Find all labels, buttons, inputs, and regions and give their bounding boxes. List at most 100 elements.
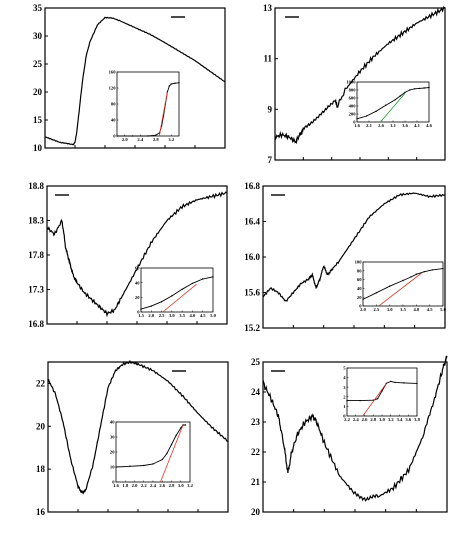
inset-data-point [385, 104, 387, 106]
inset-data-point [413, 88, 416, 90]
inset-x-tick-label: 4.6 [426, 123, 432, 128]
inset-x-tick-label: 3.2 [168, 137, 174, 142]
inset-y-tick-label: 160 [109, 70, 117, 75]
inset-y-tick-label: 800 [349, 88, 357, 93]
inset-y-tick-label: 20 [357, 295, 362, 300]
inset-data-point [403, 382, 405, 384]
inset-y-tick-label: 0 [112, 480, 115, 485]
inset-y-tick-label: 200 [349, 112, 357, 117]
inset-y-tick-label: 120 [109, 86, 117, 91]
y-tick-label: 18.8 [28, 181, 44, 191]
inset-y-tick-label: 0 [359, 304, 362, 309]
inset-x-tick-label: 5.0 [210, 313, 216, 318]
inset-fit-line [160, 424, 184, 483]
chart-panel-1: 10 15 20 25 30 35 2.0 2.4 2.8 3.2 0 40 80 120 160 [33, 3, 226, 153]
y-tick-label: 11 [263, 54, 272, 64]
inset-data-point [423, 87, 425, 89]
inset-data-point [394, 381, 396, 384]
inset-fit-line [162, 283, 197, 313]
inset-plot: 2.0 2.4 2.8 3.2 0 40 80 120 160 [109, 70, 180, 142]
inset-data-point [410, 276, 412, 278]
inset-x-tick-label: 2.8 [169, 483, 175, 488]
inset-y-tick-label: 100 [355, 260, 363, 265]
inset-x-tick-label: 4.5 [427, 307, 433, 312]
inset-data-point [346, 399, 348, 402]
inset-x-tick-label: 1.5 [138, 313, 144, 318]
inset-frame [140, 267, 214, 313]
y-tick-label: 21 [251, 477, 261, 487]
y-tick-label: 25 [33, 59, 43, 69]
inset-data-point [359, 399, 361, 402]
inset-y-tick-label: 20 [135, 295, 140, 300]
inset-data-point [143, 464, 145, 467]
inset-x-tick-label: 2.0 [132, 483, 138, 488]
y-tick-label: 35 [33, 3, 43, 13]
inset-data-point [170, 83, 172, 85]
y-tick-label: 24 [251, 387, 261, 397]
y-tick-label: 20 [33, 87, 43, 97]
y-tick-label: 13 [263, 3, 273, 13]
inset-y-tick-label: 40 [111, 118, 116, 123]
inset-plot: 1.5 2.0 2.5 3.0 3.5 4.0 4.5 5.0 0 20 40 60 [135, 266, 217, 318]
chart-panel-4: 15.2 15.6 16.0 16.4 16.8 2.0 2.5 3.0 3.5 4.0 4.5 5.… [244, 181, 446, 333]
inset-x-tick-label: 2.5 [373, 307, 379, 312]
inset-data-point [116, 135, 118, 137]
inset-x-tick-label: 2.6 [362, 417, 368, 422]
inset-x-tick-label: 3.5 [400, 307, 406, 312]
inset-x-tick-label: 2.2 [141, 483, 147, 488]
inset-x-tick-label: 2.4 [137, 137, 143, 142]
inset-y-tick-label: 80 [111, 102, 116, 107]
inset-x-tick-label: 2.5 [159, 313, 165, 318]
y-tick-label: 15.6 [244, 288, 260, 298]
inset-frame [116, 71, 180, 137]
inset-y-tick-label: 0 [343, 414, 346, 419]
inset-data-point [376, 398, 379, 400]
inset-data-line [347, 380, 418, 402]
inset-x-tick-label: 2.0 [360, 307, 366, 312]
inset-data-point [184, 424, 187, 426]
inset-x-tick-label: 2.8 [370, 417, 376, 422]
inset-data-line [140, 276, 214, 310]
inset-data-point [131, 135, 134, 137]
reflectance-series-line [262, 355, 448, 502]
inset-x-tick-label: 4.0 [413, 307, 419, 312]
inset-y-tick-label: 10 [110, 465, 115, 470]
reflectance-series-line [44, 16, 226, 146]
y-tick-label: 17.8 [28, 250, 44, 260]
inset-x-tick-label: 2.6 [159, 483, 165, 488]
inset-data-point [388, 285, 391, 287]
y-tick-label: 23 [251, 417, 261, 427]
inset-data-point [180, 427, 182, 429]
inset-data-point [442, 267, 444, 270]
y-tick-label: 15 [33, 115, 43, 125]
reflectance-series-line [262, 192, 446, 302]
inset-x-tick-label: 2.4 [150, 483, 156, 488]
inset-data-point [212, 276, 214, 278]
inset-y-tick-label: 40 [110, 420, 115, 425]
inset-data-point [362, 298, 364, 301]
reflectance-series-line [46, 191, 228, 318]
reflectance-series-line [274, 5, 446, 145]
inset-fit-line [362, 383, 387, 417]
inset-data-point [178, 82, 180, 84]
inset-data-point [375, 110, 377, 112]
inset-x-tick-label: 3.6 [402, 123, 408, 128]
inset-data-point [174, 82, 176, 84]
inset-data-point [381, 390, 383, 392]
inset-plot: 1.6 1.8 2.0 2.2 2.4 2.6 2.8 3.0 3.2 0 10 20 30 40 [110, 420, 194, 488]
inset-y-tick-label: 0 [353, 120, 356, 125]
inset-data-point [418, 87, 421, 90]
inset-data-point [404, 91, 406, 94]
chart-panel-2: 7 9 11 13 1.6 2.1 2.6 3.1 3.6 4.1 4.6 0 200 400 600 800… [263, 3, 446, 165]
inset-y-tick-label: 40 [357, 286, 362, 291]
inset-plot: 2.0 2.5 3.0 3.5 4.0 4.5 5.0 0 20 40 60 80 100 [355, 260, 447, 312]
inset-x-tick-label: 3.0 [379, 417, 385, 422]
inset-data-point [375, 292, 378, 294]
chart-panel-3: 16.8 17.3 17.8 18.3 18.8 1.5 2.0 2.5 3.0 3.5 4.0 4.… [28, 181, 228, 329]
inset-data-point [415, 273, 418, 276]
y-tick-label: 22 [36, 378, 46, 388]
inset-y-tick-label: 60 [357, 277, 362, 282]
inset-x-tick-label: 3.0 [169, 313, 175, 318]
inset-x-tick-label: 4.5 [200, 313, 206, 318]
